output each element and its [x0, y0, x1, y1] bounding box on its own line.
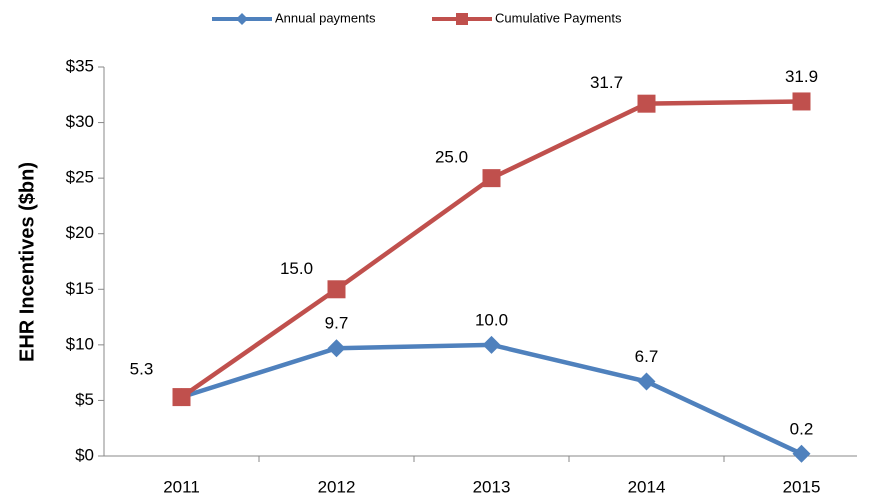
data-label: 15.0 [280, 259, 313, 278]
y-tick-label: $5 [75, 390, 94, 409]
y-tick-label: $0 [75, 445, 94, 464]
y-tick-label: $20 [66, 223, 94, 242]
data-label: 10.0 [475, 310, 508, 329]
y-tick-label: $10 [66, 334, 94, 353]
y-tick-label: $30 [66, 112, 94, 131]
y-tick-label: $25 [66, 168, 94, 187]
point-marker [482, 335, 501, 354]
x-tick-label: 2012 [318, 477, 356, 496]
y-axis-title: EHR Incentives ($bn) [16, 162, 38, 362]
point-marker [792, 92, 811, 111]
data-label: 9.7 [325, 314, 349, 333]
point-marker [637, 94, 656, 113]
x-tick-label: 2015 [783, 477, 821, 496]
data-label: 5.3 [130, 360, 154, 379]
legend-marker [236, 13, 248, 25]
data-label: 6.7 [635, 347, 659, 366]
y-tick-label: $15 [66, 279, 94, 298]
point-marker [482, 169, 501, 188]
legend-label: Cumulative Payments [495, 10, 622, 25]
x-tick-label: 2011 [163, 477, 200, 496]
data-label: 31.7 [590, 73, 623, 92]
data-label: 25.0 [435, 148, 468, 167]
point-marker [637, 372, 656, 391]
point-marker [792, 444, 811, 463]
point-marker [327, 339, 346, 358]
x-tick-label: 2013 [473, 477, 511, 496]
legend-label: Annual payments [275, 10, 376, 25]
legend-marker [456, 13, 468, 25]
point-marker [172, 388, 191, 407]
data-label: 31.9 [785, 67, 818, 86]
y-tick-label: $35 [66, 56, 94, 75]
series-line [180, 342, 803, 456]
data-label: 0.2 [790, 419, 814, 438]
x-tick-label: 2014 [628, 477, 666, 496]
point-marker [327, 280, 346, 299]
